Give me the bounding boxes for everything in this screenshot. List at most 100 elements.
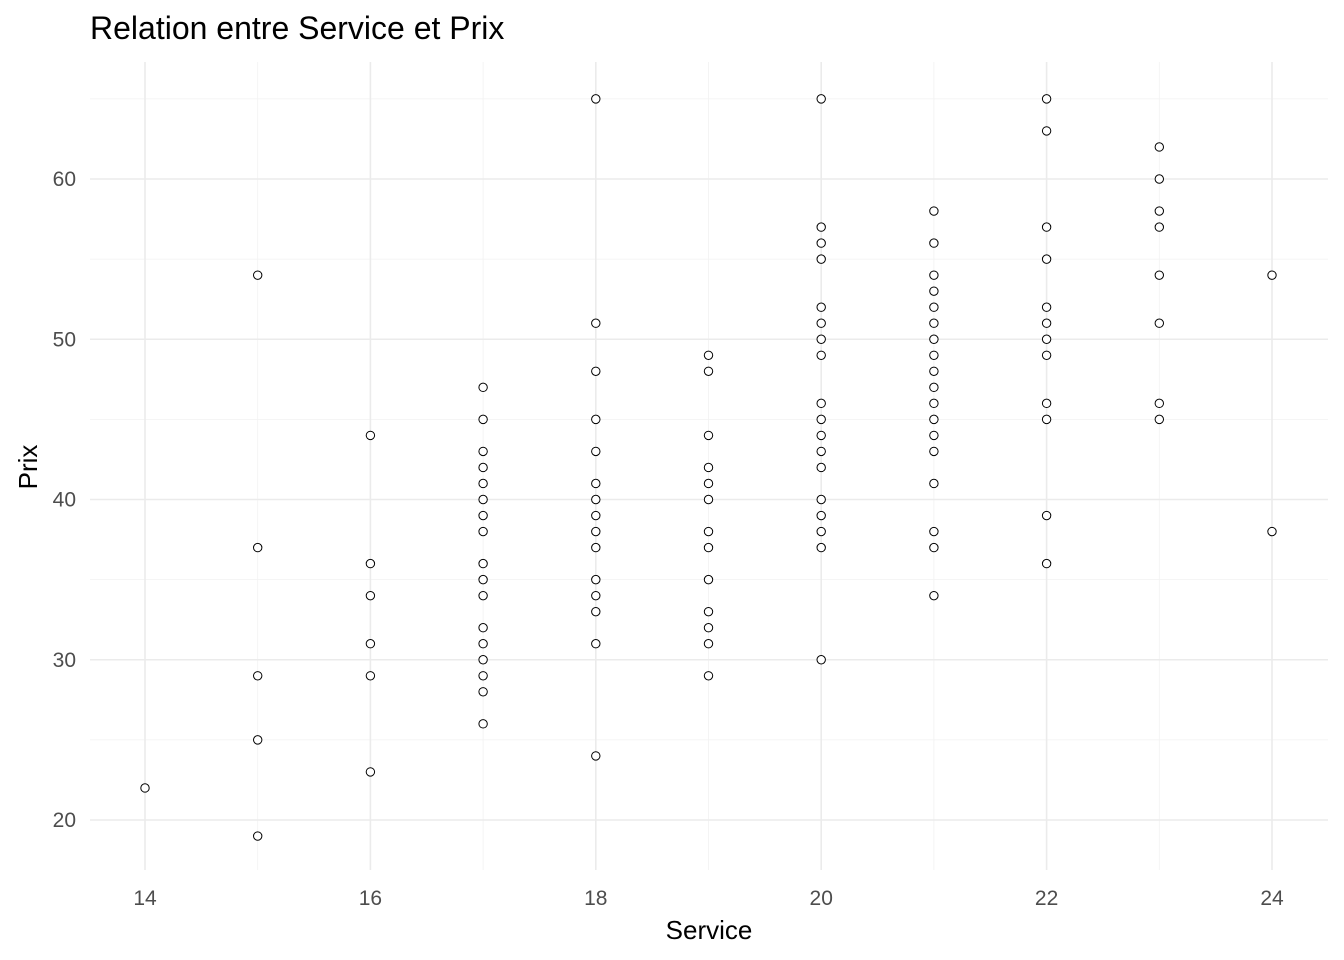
data-point — [1041, 126, 1052, 136]
x-tick-label: 14 — [133, 887, 157, 910]
data-point — [1041, 94, 1052, 104]
data-point — [253, 735, 263, 745]
x-axis-ticks: 14 16 18 20 22 24 — [133, 887, 1284, 910]
data-point — [929, 334, 939, 344]
data-point — [591, 542, 601, 553]
data-point — [1041, 350, 1052, 360]
data-point — [929, 286, 939, 296]
data-point — [478, 510, 488, 521]
data-point — [816, 526, 826, 537]
data-point — [365, 671, 376, 681]
data-point — [929, 270, 939, 280]
data-point — [478, 558, 488, 569]
x-tick-label: 16 — [359, 887, 382, 910]
data-point — [929, 350, 939, 360]
data-point — [591, 639, 601, 649]
data-point — [478, 655, 488, 665]
data-point — [816, 462, 826, 473]
data-point — [591, 574, 601, 585]
data-point — [703, 639, 714, 649]
data-point — [365, 430, 376, 441]
data-point — [591, 751, 601, 761]
data-point — [591, 94, 601, 104]
data-point — [478, 382, 488, 393]
data-point — [929, 414, 939, 425]
data-point — [1267, 526, 1277, 537]
data-point — [591, 446, 601, 457]
data-point — [1154, 222, 1165, 232]
data-point — [816, 494, 826, 505]
y-tick-label: 30 — [53, 649, 76, 672]
data-point — [929, 318, 939, 328]
data-point — [478, 590, 488, 601]
x-tick-label: 18 — [584, 887, 607, 910]
x-axis-title: Service — [666, 915, 753, 945]
data-point — [478, 687, 488, 697]
data-point — [253, 671, 263, 681]
data-point — [816, 254, 826, 264]
data-point — [816, 238, 826, 248]
data-point — [929, 206, 939, 216]
data-point — [478, 639, 488, 649]
data-point — [591, 526, 601, 537]
data-point — [478, 526, 488, 537]
data-point — [703, 366, 714, 376]
data-point — [1041, 302, 1052, 312]
data-point — [816, 398, 826, 409]
data-point — [1041, 414, 1052, 425]
data-point — [478, 719, 488, 729]
data-point — [929, 542, 939, 553]
data-point — [1041, 318, 1052, 328]
data-point — [591, 590, 601, 601]
data-point — [816, 655, 826, 665]
data-point — [929, 526, 939, 537]
data-point — [703, 430, 714, 441]
data-point — [478, 414, 488, 425]
data-point — [365, 590, 376, 601]
chart-title: Relation entre Service et Prix — [90, 10, 505, 46]
data-point — [253, 270, 263, 280]
data-point — [703, 526, 714, 537]
data-point — [816, 318, 826, 328]
data-point — [929, 590, 939, 601]
data-point — [1041, 558, 1052, 569]
data-point — [703, 462, 714, 473]
data-point — [140, 783, 150, 793]
data-point — [1267, 270, 1277, 280]
data-point — [929, 238, 939, 248]
data-point — [703, 671, 714, 681]
data-point — [816, 414, 826, 425]
data-point — [1154, 398, 1165, 409]
data-point — [929, 398, 939, 409]
data-point — [703, 494, 714, 505]
data-point — [703, 623, 714, 633]
data-point — [1041, 398, 1052, 409]
data-point — [478, 623, 488, 633]
data-point — [478, 462, 488, 473]
data-point — [1041, 334, 1052, 344]
data-point — [1154, 270, 1165, 280]
data-points — [140, 94, 1277, 841]
data-point — [816, 430, 826, 441]
x-tick-label: 22 — [1035, 887, 1058, 910]
data-point — [929, 366, 939, 376]
grid — [90, 62, 1328, 870]
data-point — [478, 494, 488, 505]
data-point — [1154, 142, 1165, 152]
data-point — [816, 334, 826, 344]
data-point — [929, 446, 939, 457]
data-point — [365, 639, 376, 649]
y-tick-label: 20 — [53, 809, 76, 832]
data-point — [591, 494, 601, 505]
data-point — [1041, 222, 1052, 232]
data-point — [478, 478, 488, 489]
y-axis-title: Prix — [13, 445, 43, 490]
data-point — [816, 350, 826, 360]
data-point — [929, 430, 939, 441]
data-point — [703, 574, 714, 585]
data-point — [1154, 174, 1165, 184]
data-point — [816, 302, 826, 312]
data-point — [703, 542, 714, 553]
data-point — [816, 446, 826, 457]
data-point — [1041, 254, 1052, 264]
